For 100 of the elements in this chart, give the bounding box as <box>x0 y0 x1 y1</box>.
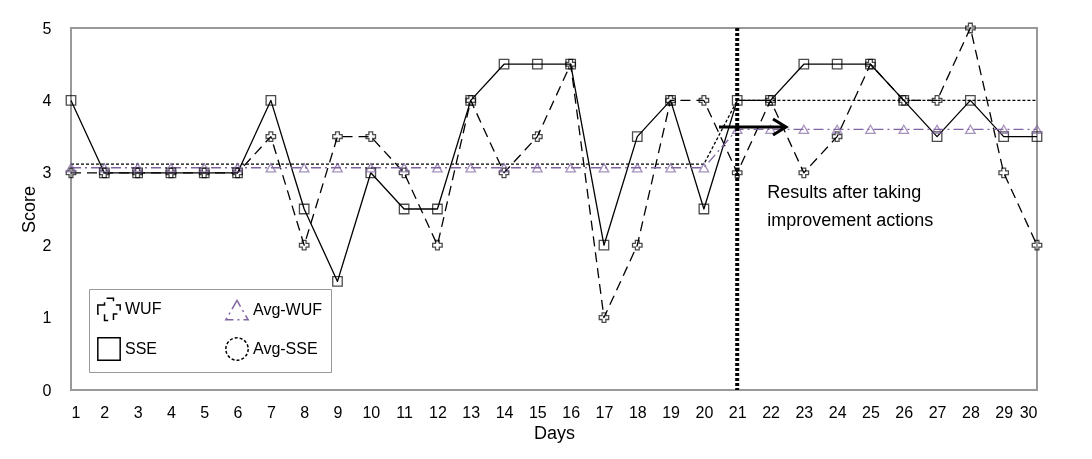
legend-label: WUF <box>125 300 162 318</box>
y-tick-label: 3 <box>42 164 52 182</box>
point <box>132 162 144 173</box>
point <box>465 162 477 173</box>
point <box>964 124 976 135</box>
point <box>98 162 110 173</box>
point <box>998 131 1010 142</box>
x-tick-label: 19 <box>662 403 681 421</box>
x-tick-label: 3 <box>133 403 143 421</box>
point <box>332 276 343 287</box>
x-tick-label: 18 <box>628 403 647 421</box>
point <box>665 162 676 173</box>
x-tick-label: 4 <box>166 403 176 421</box>
point <box>698 95 710 106</box>
point <box>365 167 377 179</box>
point <box>931 95 943 106</box>
point <box>964 95 976 106</box>
x-tick-label: 2 <box>100 403 110 421</box>
point <box>398 203 410 215</box>
x-tick-label: 9 <box>333 403 343 421</box>
x-tick-label: 17 <box>595 403 614 421</box>
x-tick-label: 13 <box>462 403 481 421</box>
y-tick-label: 2 <box>42 236 52 254</box>
annotation: Results after taking improvement actions <box>767 181 934 230</box>
legend-label: SSE <box>125 340 158 357</box>
x-tick-label: 29 <box>995 403 1014 421</box>
point <box>631 239 643 251</box>
point <box>598 162 610 173</box>
x-tick-label: 6 <box>233 403 243 421</box>
point <box>432 239 443 251</box>
x-tick-label: 16 <box>562 403 581 421</box>
point <box>1031 124 1043 135</box>
point <box>831 124 843 135</box>
point <box>65 162 77 173</box>
point <box>798 124 810 135</box>
point <box>598 239 610 251</box>
point <box>498 167 510 179</box>
point <box>798 167 810 179</box>
point <box>165 162 177 173</box>
y-tick-label: 1 <box>42 309 52 327</box>
x-tick-label: 28 <box>961 403 980 421</box>
legend-label: Avg-SSE <box>253 340 318 357</box>
point <box>831 131 843 142</box>
point <box>865 124 876 135</box>
x-tick-label: 15 <box>528 403 547 421</box>
x-tick-label: 14 <box>495 403 514 421</box>
point <box>964 22 976 34</box>
x-tick-label: 25 <box>862 403 880 421</box>
point <box>898 124 910 135</box>
point <box>498 162 510 173</box>
point <box>298 239 310 251</box>
x-tick-label: 7 <box>266 403 276 421</box>
point <box>365 162 377 173</box>
point <box>232 162 243 173</box>
point <box>531 162 543 173</box>
point <box>398 167 410 179</box>
point <box>1031 239 1043 251</box>
x-tick-label: 27 <box>928 403 947 421</box>
x-tick-label: 10 <box>362 403 381 421</box>
point <box>1031 131 1043 142</box>
point <box>998 124 1010 135</box>
point <box>498 58 510 70</box>
point <box>998 167 1010 179</box>
y-axis-title: Score <box>18 185 39 234</box>
point <box>432 162 443 173</box>
x-tick-label: 1 <box>71 403 81 421</box>
y-tick-label: 4 <box>42 91 52 109</box>
x-tick-label: 5 <box>200 403 210 421</box>
point <box>265 95 277 106</box>
x-tick-label: 24 <box>828 403 847 421</box>
point <box>65 95 77 106</box>
point <box>198 162 210 173</box>
point <box>332 162 343 173</box>
point <box>298 203 310 215</box>
x-tick-label: 23 <box>795 403 814 421</box>
point <box>531 131 543 142</box>
point <box>698 162 710 173</box>
point <box>265 162 277 173</box>
point <box>698 203 710 215</box>
x-tick-label: 20 <box>695 403 714 421</box>
point <box>798 58 810 70</box>
point <box>831 58 843 70</box>
point <box>598 312 610 323</box>
point <box>332 131 343 142</box>
point <box>265 131 277 142</box>
y-tick-label: 0 <box>42 381 52 399</box>
point <box>565 162 577 173</box>
x-tick-label: 30 <box>1019 403 1038 421</box>
x-tick-label: 22 <box>762 403 781 421</box>
point <box>365 131 377 142</box>
point <box>398 162 410 173</box>
point <box>298 162 310 173</box>
point <box>65 167 77 179</box>
x-tick-label: 12 <box>429 403 447 421</box>
point <box>765 124 776 135</box>
point <box>631 131 643 142</box>
point <box>931 124 943 135</box>
x-tick-label: 8 <box>300 403 310 421</box>
point <box>432 203 443 215</box>
point <box>731 167 743 179</box>
